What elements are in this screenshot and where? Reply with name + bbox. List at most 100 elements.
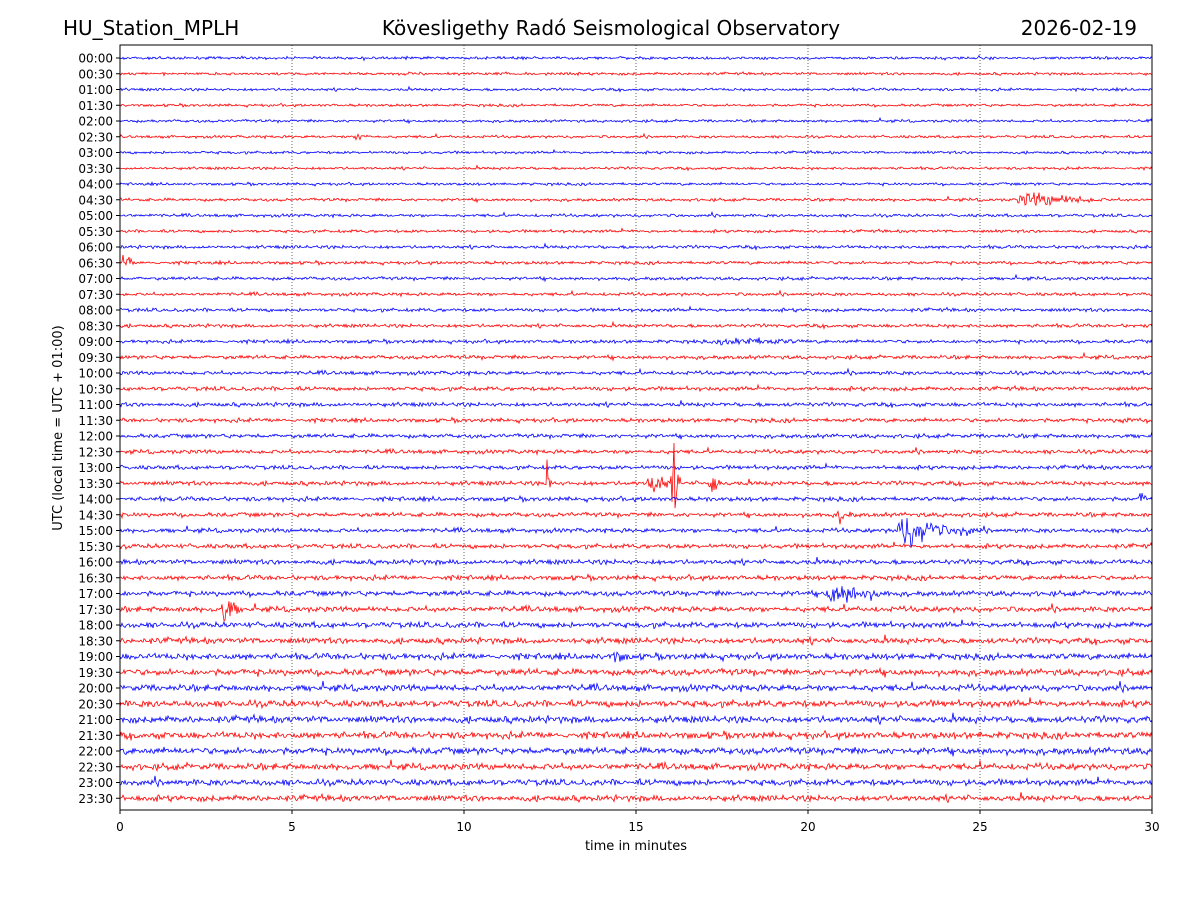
x-tick-label: 30 <box>1144 820 1159 834</box>
trace-0030 <box>119 71 1153 77</box>
y-tick-label: 14:30 <box>78 508 113 522</box>
trace-2300 <box>119 775 1153 788</box>
y-tick-label: 00:00 <box>78 52 113 66</box>
trace-2330 <box>119 792 1153 804</box>
trace-1230 <box>119 446 1153 456</box>
y-tick-label: 14:00 <box>78 493 113 507</box>
trace-1430 <box>119 510 1153 525</box>
y-tick-label: 01:00 <box>78 83 113 97</box>
trace-2230 <box>119 759 1153 772</box>
y-tick-label: 02:00 <box>78 115 113 129</box>
trace-2200 <box>119 745 1153 757</box>
y-tick-label: 16:30 <box>78 571 113 585</box>
y-axis-label: UTC (local time = UTC + 01:00) <box>51 325 66 530</box>
trace-2130 <box>119 729 1153 742</box>
trace-1330 <box>119 442 1153 509</box>
y-tick-label: 07:30 <box>78 288 113 302</box>
seismic-traces <box>119 54 1153 804</box>
y-tick-label: 01:30 <box>78 99 113 113</box>
y-tick-label: 05:00 <box>78 209 113 223</box>
trace-0930 <box>119 351 1153 362</box>
y-tick-label: 19:30 <box>78 666 113 680</box>
trace-1130 <box>119 416 1153 425</box>
y-tick-label: 13:30 <box>78 477 113 491</box>
y-tick-label: 11:30 <box>78 414 113 428</box>
x-tick-label: 20 <box>800 820 815 834</box>
trace-0330 <box>119 164 1153 172</box>
x-tick-label: 5 <box>288 820 296 834</box>
trace-0430 <box>119 192 1153 207</box>
y-tick-label: 12:30 <box>78 445 113 459</box>
y-tick-label: 10:00 <box>78 367 113 381</box>
trace-1800 <box>119 619 1153 630</box>
y-tick-label: 18:30 <box>78 634 113 648</box>
x-tick-label: 0 <box>116 820 124 834</box>
trace-0500 <box>119 211 1153 219</box>
y-tick-label: 20:00 <box>78 682 113 696</box>
trace-0630 <box>119 254 1153 267</box>
trace-2030 <box>119 697 1153 710</box>
x-axis-label: time in minutes <box>585 839 687 854</box>
trace-2100 <box>119 712 1153 726</box>
y-tick-label: 21:30 <box>78 729 113 743</box>
trace-0800 <box>119 305 1153 314</box>
y-tick-label: 00:30 <box>78 67 113 81</box>
trace-0300 <box>119 148 1153 156</box>
y-tick-label: 21:00 <box>78 713 113 727</box>
y-tick-label: 06:30 <box>78 256 113 270</box>
trace-1030 <box>119 383 1153 393</box>
trace-1730 <box>119 601 1153 622</box>
y-tick-label: 15:00 <box>78 524 113 538</box>
y-tick-label: 06:00 <box>78 241 113 255</box>
y-tick-label: 09:30 <box>78 351 113 365</box>
y-tick-label: 16:00 <box>78 556 113 570</box>
trace-1200 <box>119 431 1153 441</box>
trace-1630 <box>119 573 1153 583</box>
y-tick-label: 04:30 <box>78 193 113 207</box>
y-tick-label: 09:00 <box>78 335 113 349</box>
y-tick-label: 02:30 <box>78 130 113 144</box>
y-tick-label: 23:00 <box>78 776 113 790</box>
y-tick-label: 22:00 <box>78 745 113 759</box>
trace-0400 <box>119 181 1153 187</box>
station-title: HU_Station_MPLH <box>63 16 239 40</box>
trace-0830 <box>119 320 1153 330</box>
y-tick-label: 15:30 <box>78 540 113 554</box>
trace-1900 <box>119 651 1153 663</box>
y-tick-label: 19:00 <box>78 650 113 664</box>
chart-title: Kövesligethy Radó Seismological Observat… <box>382 16 840 40</box>
trace-0200 <box>119 116 1153 125</box>
trace-1830 <box>119 634 1153 646</box>
trace-1530 <box>119 541 1153 551</box>
y-tick-label: 05:30 <box>78 225 113 239</box>
y-tick-label: 18:00 <box>78 619 113 633</box>
y-tick-label: 08:30 <box>78 319 113 333</box>
trace-0000 <box>119 54 1153 62</box>
trace-1000 <box>119 367 1153 377</box>
y-tick-label: 17:30 <box>78 603 113 617</box>
x-tick-label: 25 <box>972 820 987 834</box>
y-tick-label: 04:00 <box>78 178 113 192</box>
trace-2000 <box>119 680 1153 694</box>
trace-1100 <box>119 400 1153 409</box>
y-tick-label: 13:00 <box>78 461 113 475</box>
y-tick-label: 10:30 <box>78 382 113 396</box>
y-tick-label: 12:00 <box>78 430 113 444</box>
x-tick-label: 10 <box>456 820 471 834</box>
x-tick-label: 15 <box>628 820 643 834</box>
y-tick-label: 22:30 <box>78 760 113 774</box>
y-tick-label: 03:00 <box>78 146 113 160</box>
trace-0600 <box>119 242 1153 251</box>
trace-0700 <box>119 273 1153 283</box>
y-tick-label: 11:00 <box>78 398 113 412</box>
trace-0900 <box>119 337 1153 346</box>
trace-0730 <box>119 289 1153 298</box>
trace-0100 <box>119 85 1153 93</box>
y-tick-label: 03:30 <box>78 162 113 176</box>
trace-1930 <box>119 666 1153 678</box>
trace-0530 <box>119 227 1153 235</box>
date-title: 2026-02-19 <box>1021 16 1137 40</box>
trace-1400 <box>119 492 1153 504</box>
